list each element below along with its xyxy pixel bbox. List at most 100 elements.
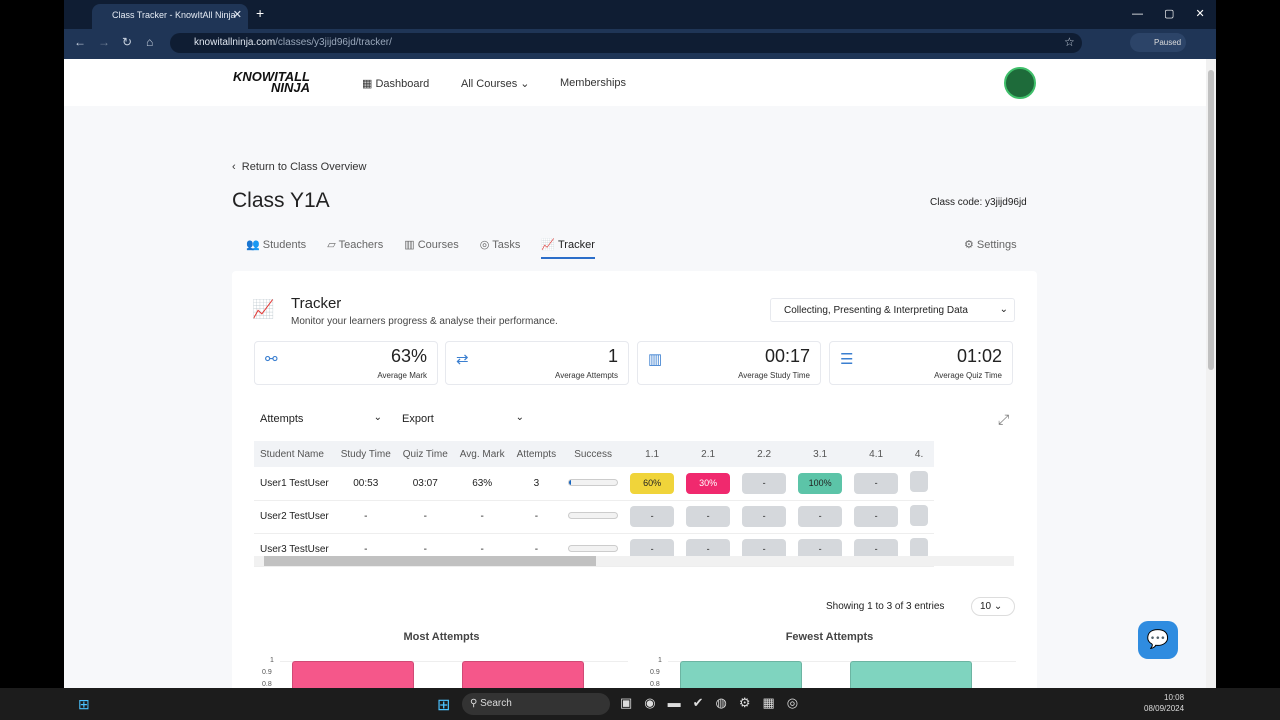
bookmark-star-icon[interactable]: ☆ <box>1064 35 1075 49</box>
home-icon[interactable]: ⌂ <box>146 35 154 49</box>
tab-students[interactable]: 👥 Students <box>246 239 307 251</box>
url-input[interactable]: knowitallninja.com/classes/y3jijd96jd/tr… <box>170 33 1082 53</box>
new-tab-button[interactable]: + <box>256 5 265 21</box>
page-title: Class Y1A <box>232 189 330 212</box>
tracker-subtitle: Monitor your learners progress & analyse… <box>291 316 558 327</box>
chart-bar[interactable] <box>292 661 414 688</box>
page-size-select[interactable]: 10 ⌄ <box>971 597 1015 616</box>
score-cell[interactable] <box>904 467 935 501</box>
clock[interactable]: 10:08 08/09/2024 <box>1144 693 1185 713</box>
y-tick-label: 0.9 <box>262 669 272 676</box>
view-select[interactable]: Attempts ⌄ <box>254 407 388 433</box>
close-tab-icon[interactable]: ✕ <box>232 9 242 21</box>
profile-button[interactable]: Paused <box>1130 33 1186 52</box>
progress-icon: ⚯ <box>265 351 278 368</box>
tracker-title: Tracker <box>291 295 342 312</box>
forward-icon[interactable]: → <box>98 35 110 49</box>
export-select[interactable]: Export ⌄ <box>396 407 530 433</box>
taskbar-search[interactable]: ⚲ Search <box>462 693 610 715</box>
nav-all-courses[interactable]: All Courses ⌄ <box>461 78 530 90</box>
success-bar <box>562 500 625 534</box>
score-cell[interactable]: - <box>624 500 681 534</box>
study-clock-icon: ▥ <box>648 351 663 368</box>
nav-memberships[interactable]: Memberships <box>560 77 627 89</box>
chat-support-button[interactable]: 💬 <box>1138 621 1178 659</box>
page: KNOWITALL NINJA ▦ Dashboard All Courses ⌄… <box>64 59 1206 688</box>
back-link[interactable]: ‹ Return to Class Overview <box>232 161 367 173</box>
score-cell[interactable]: - <box>792 500 849 534</box>
tab-teachers[interactable]: ▱ Teachers <box>327 239 384 251</box>
cell-mark: - <box>453 500 511 534</box>
score-cell[interactable]: 30% <box>680 467 737 501</box>
cell-quiz: - <box>396 500 454 534</box>
score-cell[interactable] <box>904 500 935 534</box>
cell-attempts: - <box>510 500 563 534</box>
repeat-icon: ⇄ <box>456 351 469 368</box>
student-name[interactable]: User1 TestUser <box>254 467 335 501</box>
column-header[interactable]: Avg. Mark <box>453 441 511 467</box>
site-logo[interactable]: KNOWITALL NINJA <box>232 69 310 95</box>
success-bar <box>562 467 625 501</box>
chart-bar[interactable] <box>680 661 802 688</box>
windows-start-icon[interactable]: ⊞ <box>437 697 451 714</box>
column-header[interactable]: Success <box>562 441 625 467</box>
column-header[interactable]: 3.1 <box>792 441 849 467</box>
nav-dashboard[interactable]: ▦ Dashboard <box>362 78 430 90</box>
tracker-card: 📈 Tracker Monitor your learners progress… <box>232 271 1037 688</box>
cell-attempts: 3 <box>510 467 563 501</box>
column-header[interactable]: 2.2 <box>736 441 793 467</box>
browser-tab[interactable]: Class Tracker - KnowItAll Ninja ✕ <box>92 4 248 29</box>
score-cell[interactable]: - <box>736 500 793 534</box>
score-cell[interactable]: - <box>848 500 905 534</box>
cell-quiz: 03:07 <box>396 467 454 501</box>
tab-title: Class Tracker - KnowItAll Ninja <box>112 10 236 20</box>
horizontal-scrollbar[interactable] <box>254 556 1014 566</box>
y-tick-label: 1 <box>270 657 274 664</box>
page-scrollbar[interactable] <box>1206 59 1216 688</box>
y-tick-label: 1 <box>658 657 662 664</box>
scrollbar-thumb[interactable] <box>264 556 596 566</box>
score-cell[interactable]: 100% <box>792 467 849 501</box>
tracker-table: Student Name Study Time Quiz Time Avg. Mark… <box>254 441 935 567</box>
class-tabs: 👥 Students ▱ Teachers ▥ Courses ◎ Tasks … <box>246 238 595 259</box>
cell-mark: 63% <box>453 467 511 501</box>
score-cell[interactable]: - <box>680 500 737 534</box>
pinned-apps[interactable]: ▣◉▬✔◍⚙▦◎ <box>620 695 811 710</box>
fullscreen-icon[interactable]: ⤢ <box>998 411 1010 427</box>
stat-average-quiz-time: ☰ 01:02 Average Quiz Time <box>829 341 1013 385</box>
tab-tasks[interactable]: ◎ Tasks <box>479 239 521 251</box>
user-avatar[interactable] <box>1004 67 1036 99</box>
course-select[interactable]: Collecting, Presenting & Interpreting Da… <box>770 298 1015 322</box>
tracker-chart-icon: 📈 <box>252 299 275 319</box>
y-tick-label: 0.8 <box>262 681 272 688</box>
chart-bar[interactable] <box>850 661 972 688</box>
settings-tab[interactable]: ⚙ Settings <box>964 239 1017 251</box>
tab-courses[interactable]: ▥ Courses <box>404 239 459 251</box>
column-header[interactable]: 4. <box>904 441 935 467</box>
column-header[interactable]: Study Time <box>334 441 397 467</box>
column-header[interactable]: Attempts <box>510 441 563 467</box>
tab-bar <box>64 0 1216 29</box>
cell-study: - <box>334 500 397 534</box>
reload-icon[interactable]: ↻ <box>122 35 133 49</box>
back-icon[interactable]: ← <box>74 35 86 49</box>
column-header[interactable]: 2.1 <box>680 441 737 467</box>
student-name[interactable]: User2 TestUser <box>254 500 335 534</box>
window-controls[interactable]: — ▢ ✕ <box>1132 8 1205 20</box>
score-cell[interactable]: 60% <box>624 467 681 501</box>
stat-average-mark: ⚯ 63% Average Mark <box>254 341 438 385</box>
page-scrollbar-thumb[interactable] <box>1208 70 1214 370</box>
score-cell[interactable]: - <box>848 467 905 501</box>
column-header[interactable]: Student Name <box>254 441 335 467</box>
start-icon[interactable]: ⊞ <box>78 696 90 712</box>
column-header[interactable]: 4.1 <box>848 441 905 467</box>
score-cell[interactable]: - <box>736 467 793 501</box>
column-header[interactable]: 1.1 <box>624 441 681 467</box>
cell-study: 00:53 <box>334 467 397 501</box>
chart-bar[interactable] <box>462 661 584 688</box>
class-code: Class code: y3jijd96jd <box>930 197 1027 208</box>
entries-info: Showing 1 to 3 of 3 entries <box>826 601 945 612</box>
column-header[interactable]: Quiz Time <box>396 441 454 467</box>
tab-tracker[interactable]: 📈 Tracker <box>541 239 595 259</box>
y-tick-label: 0.8 <box>650 681 660 688</box>
